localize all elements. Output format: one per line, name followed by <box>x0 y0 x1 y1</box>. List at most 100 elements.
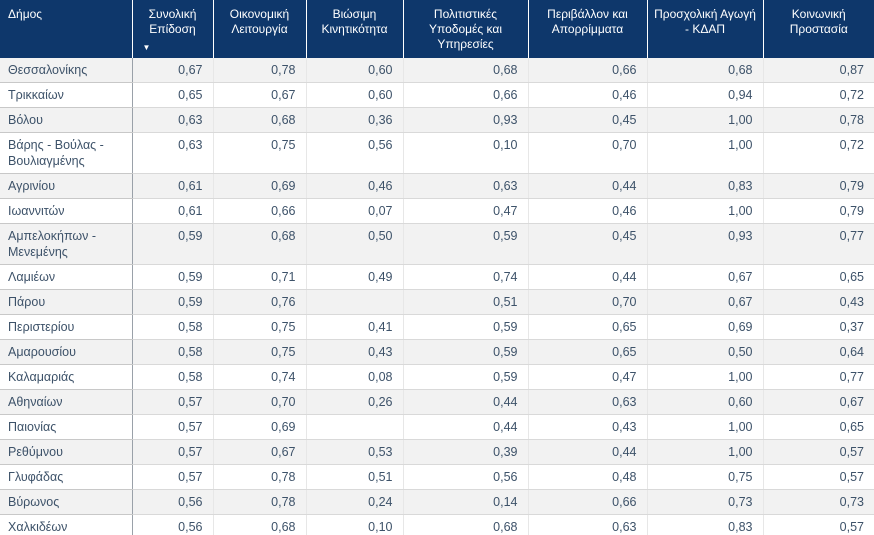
value-cell: 0,67 <box>212 439 306 465</box>
municipality-cell: Ρεθύμνου <box>0 439 133 465</box>
value-cell: 0,68 <box>402 58 528 83</box>
value-cell: 0,63 <box>402 173 528 199</box>
column-header-economic-operation[interactable]: Οικονομική Λειτουργία <box>212 0 306 58</box>
table-row[interactable]: Βόλου 0,63 0,68 0,36 0,93 0,45 1,00 0,78 <box>0 107 874 133</box>
value-cell: 0,44 <box>402 389 528 415</box>
column-header-overall-score[interactable]: Συνολική Επίδοση ▼ <box>131 0 213 58</box>
value-cell: 0,57 <box>762 514 874 535</box>
column-header-social-protection[interactable]: Κοινωνική Προστασία <box>762 0 874 58</box>
column-header-cultural-infrastructure[interactable]: Πολιτιστικές Υποδομές και Υπηρεσίες <box>402 0 528 58</box>
table-row[interactable]: Περιστερίου 0,58 0,75 0,41 0,59 0,65 0,6… <box>0 314 874 340</box>
value-cell: 0,66 <box>212 198 306 224</box>
value-cell: 0,58 <box>132 364 213 390</box>
value-cell: 0,45 <box>527 107 647 133</box>
value-cell: 1,00 <box>646 107 763 133</box>
value-cell: 0,67 <box>212 82 306 108</box>
value-cell: 0,57 <box>762 439 874 465</box>
value-cell: 0,08 <box>305 364 403 390</box>
value-cell: 0,39 <box>402 439 528 465</box>
municipality-cell: Βύρωνος <box>0 489 133 515</box>
value-cell: 0,60 <box>646 389 763 415</box>
value-cell: 0,50 <box>305 223 403 265</box>
table-row[interactable]: Λαμιέων 0,59 0,71 0,49 0,74 0,44 0,67 0,… <box>0 264 874 290</box>
municipality-cell: Ιωαννιτών <box>0 198 133 224</box>
value-cell: 0,78 <box>762 107 874 133</box>
value-cell: 0,83 <box>646 173 763 199</box>
value-cell: 0,69 <box>646 314 763 340</box>
value-cell: 0,57 <box>132 414 213 440</box>
value-cell: 0,43 <box>527 414 647 440</box>
table-body: Θεσσαλονίκης 0,67 0,78 0,60 0,68 0,66 0,… <box>0 58 874 535</box>
table-row[interactable]: Χαλκιδέων 0,56 0,68 0,10 0,68 0,63 0,83 … <box>0 514 874 535</box>
table-row[interactable]: Βύρωνος 0,56 0,78 0,24 0,14 0,66 0,73 0,… <box>0 489 874 515</box>
value-cell: 0,45 <box>527 223 647 265</box>
value-cell: 0,78 <box>212 464 306 490</box>
table-row[interactable]: Πάρου 0,59 0,76 0,51 0,70 0,67 0,43 <box>0 289 874 315</box>
value-cell: 0,61 <box>132 198 213 224</box>
column-header-municipality[interactable]: Δήμος <box>0 0 132 58</box>
value-cell: 0,64 <box>762 339 874 365</box>
value-cell: 0,79 <box>762 198 874 224</box>
value-cell: 0,50 <box>646 339 763 365</box>
value-cell <box>305 289 403 315</box>
table-row[interactable]: Βάρης - Βούλας - Βουλιαγμένης 0,63 0,75 … <box>0 132 874 174</box>
municipality-cell: Αθηναίων <box>0 389 133 415</box>
value-cell: 0,56 <box>132 489 213 515</box>
value-cell: 0,58 <box>132 314 213 340</box>
value-cell: 0,94 <box>646 82 763 108</box>
municipality-cell: Γλυφάδας <box>0 464 133 490</box>
value-cell: 0,63 <box>132 107 213 133</box>
table-row[interactable]: Αμαρουσίου 0,58 0,75 0,43 0,59 0,65 0,50… <box>0 339 874 365</box>
table-row[interactable]: Γλυφάδας 0,57 0,78 0,51 0,56 0,48 0,75 0… <box>0 464 874 490</box>
table-row[interactable]: Ρεθύμνου 0,57 0,67 0,53 0,39 0,44 1,00 0… <box>0 439 874 465</box>
table-row[interactable]: Τρικκαίων 0,65 0,67 0,60 0,66 0,46 0,94 … <box>0 82 874 108</box>
value-cell: 0,24 <box>305 489 403 515</box>
value-cell: 0,63 <box>132 132 213 174</box>
sort-descending-icon: ▼ <box>142 43 151 52</box>
value-cell: 0,26 <box>305 389 403 415</box>
value-cell: 0,51 <box>305 464 403 490</box>
value-cell: 0,93 <box>402 107 528 133</box>
value-cell: 0,77 <box>762 223 874 265</box>
municipality-cell: Αμαρουσίου <box>0 339 133 365</box>
value-cell: 0,72 <box>762 82 874 108</box>
column-header-label: Περιβάλλον και Απορρίμματα <box>547 7 628 36</box>
table-row[interactable]: Αγρινίου 0,61 0,69 0,46 0,63 0,44 0,83 0… <box>0 173 874 199</box>
column-header-preschool-education[interactable]: Προσχολική Αγωγή - ΚΔΑΠ <box>646 0 763 58</box>
column-header-label: Προσχολική Αγωγή - ΚΔΑΠ <box>654 7 756 36</box>
value-cell: 0,46 <box>527 198 647 224</box>
table-row[interactable]: Θεσσαλονίκης 0,67 0,78 0,60 0,68 0,66 0,… <box>0 58 874 83</box>
value-cell: 0,69 <box>212 414 306 440</box>
value-cell: 0,59 <box>402 339 528 365</box>
value-cell: 0,65 <box>762 414 874 440</box>
value-cell: 0,75 <box>212 339 306 365</box>
value-cell: 0,75 <box>646 464 763 490</box>
table-row[interactable]: Καλαμαριάς 0,58 0,74 0,08 0,59 0,47 1,00… <box>0 364 874 390</box>
value-cell: 0,14 <box>402 489 528 515</box>
table-row[interactable]: Αθηναίων 0,57 0,70 0,26 0,44 0,63 0,60 0… <box>0 389 874 415</box>
column-header-label: Συνολική Επίδοση <box>148 7 197 36</box>
value-cell: 0,70 <box>527 132 647 174</box>
value-cell: 0,78 <box>212 58 306 83</box>
value-cell: 0,65 <box>132 82 213 108</box>
value-cell: 0,57 <box>132 439 213 465</box>
value-cell: 0,44 <box>527 264 647 290</box>
value-cell: 0,49 <box>305 264 403 290</box>
table-row[interactable]: Παιονίας 0,57 0,69 0,44 0,43 1,00 0,65 <box>0 414 874 440</box>
column-header-label: Κοινωνική Προστασία <box>789 7 848 36</box>
table-row[interactable]: Ιωαννιτών 0,61 0,66 0,07 0,47 0,46 1,00 … <box>0 198 874 224</box>
value-cell: 0,65 <box>527 314 647 340</box>
value-cell: 1,00 <box>646 198 763 224</box>
table-row[interactable]: Αμπελοκήπων - Μενεμένης 0,59 0,68 0,50 0… <box>0 223 874 265</box>
municipality-cell: Αμπελοκήπων - Μενεμένης <box>0 223 133 265</box>
value-cell: 0,44 <box>402 414 528 440</box>
column-header-environment-waste[interactable]: Περιβάλλον και Απορρίμματα <box>527 0 647 58</box>
value-cell: 0,56 <box>305 132 403 174</box>
value-cell: 0,73 <box>762 489 874 515</box>
value-cell: 0,65 <box>527 339 647 365</box>
value-cell: 0,10 <box>402 132 528 174</box>
value-cell: 0,67 <box>762 389 874 415</box>
table-header: Δήμος Συνολική Επίδοση ▼ Οικονομική Λειτ… <box>0 0 874 58</box>
column-header-sustainable-mobility[interactable]: Βιώσιμη Κινητικότητα <box>305 0 403 58</box>
value-cell: 0,59 <box>402 364 528 390</box>
